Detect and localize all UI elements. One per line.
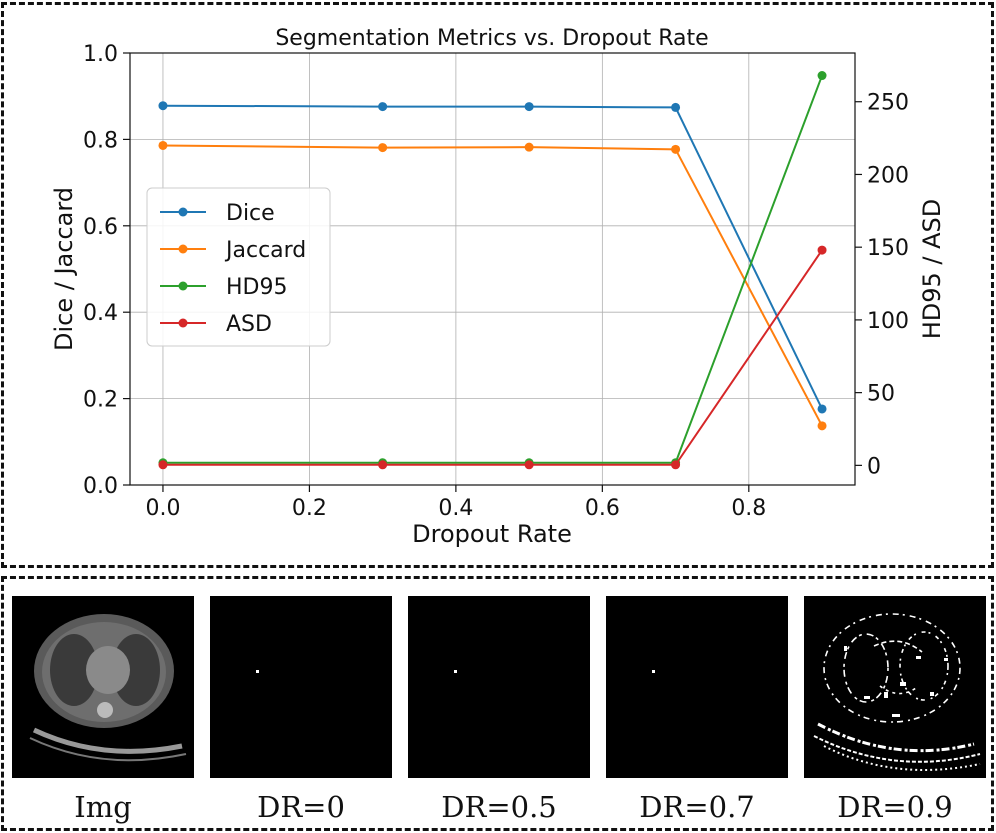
ct-image-thumbnail xyxy=(12,596,194,778)
data-point-asd xyxy=(158,460,168,470)
legend: Dice Jaccard HD95 ASD xyxy=(146,187,331,347)
legend-marker-hd95 xyxy=(178,281,188,291)
data-point-dice xyxy=(524,102,534,112)
series-lines xyxy=(158,71,827,470)
x-tick-label: 0.4 xyxy=(438,496,473,521)
y-tick-label: 0.0 xyxy=(83,474,118,499)
data-point-jaccard xyxy=(158,140,168,150)
data-point-dice xyxy=(817,404,827,414)
data-point-asd xyxy=(378,460,388,470)
legend-label-asd: ASD xyxy=(226,312,272,337)
data-point-dice xyxy=(378,102,388,112)
y2-tick-label: 200 xyxy=(867,163,909,188)
data-point-dice xyxy=(671,102,681,112)
data-point-hd95 xyxy=(817,71,827,81)
legend-marker-dice xyxy=(178,207,188,217)
y2-axis-label: HD95 / ASD xyxy=(918,199,946,340)
ct-right-lung xyxy=(112,634,160,706)
y-tick-label: 0.8 xyxy=(83,128,118,153)
ct-left-lung xyxy=(50,634,98,706)
legend-label-dice: Dice xyxy=(226,201,275,226)
legend-marker-asd xyxy=(178,318,188,328)
data-point-jaccard xyxy=(671,144,681,154)
ct-heart xyxy=(86,646,130,694)
noisy-mask-edges xyxy=(813,613,981,771)
y2-tick-label: 150 xyxy=(867,236,909,261)
legend-label-hd95: HD95 xyxy=(226,275,287,300)
axis-ticks: 0.0 0.2 0.4 0.6 0.8 0.0 0.2 0.4 0.6 0.8 1.0 0 50 100 1… xyxy=(83,42,909,521)
line-chart: 0.0 0.2 0.4 0.6 0.8 0.0 0.2 0.4 0.6 0.8 1.0 0 50 100 1… xyxy=(50,26,946,548)
y-tick-label: 0.2 xyxy=(83,388,118,413)
x-tick-label: 0.2 xyxy=(292,496,327,521)
mask-dot xyxy=(256,670,259,673)
legend-marker-jaccard xyxy=(178,244,188,254)
caption-img: Img xyxy=(74,790,132,824)
ct-table-curve-outer xyxy=(29,737,187,762)
y-tick-label: 0.6 xyxy=(83,215,118,240)
images-panel-border xyxy=(1,576,994,831)
y2-tick-label: 50 xyxy=(867,382,895,407)
mask-dot xyxy=(652,670,655,673)
x-tick-label: 0.6 xyxy=(585,496,620,521)
plot-area-frame xyxy=(129,52,856,486)
ct-table-curve xyxy=(32,727,183,754)
x-axis-label: Dropout Rate xyxy=(412,520,572,548)
y-tick-label: 0.4 xyxy=(83,301,118,326)
x-tick-label: 0.0 xyxy=(145,496,180,521)
data-point-dice xyxy=(158,101,168,111)
data-point-jaccard xyxy=(524,142,534,152)
ct-spine xyxy=(97,702,113,718)
y2-tick-label: 0 xyxy=(867,454,881,479)
caption-dr0: DR=0 xyxy=(257,790,345,824)
caption-dr05: DR=0.5 xyxy=(441,790,557,824)
data-point-asd xyxy=(524,460,534,470)
chart-title: Segmentation Metrics vs. Dropout Rate xyxy=(275,26,708,51)
legend-label-jaccard: Jaccard xyxy=(224,238,306,263)
y2-tick-label: 250 xyxy=(867,91,909,116)
y2-tick-label: 100 xyxy=(867,309,909,334)
segmentation-mask-dr05 xyxy=(408,596,590,778)
legend-box xyxy=(146,187,331,347)
data-point-jaccard xyxy=(378,143,388,153)
mask-dot xyxy=(454,670,457,673)
chart-panel-border xyxy=(1,2,994,568)
segmentation-mask-dr0 xyxy=(210,596,392,778)
noisy-mask-blobs xyxy=(844,646,948,717)
data-point-asd xyxy=(817,245,827,255)
caption-dr07: DR=0.7 xyxy=(639,790,755,824)
y-axis-label: Dice / Jaccard xyxy=(50,187,78,351)
data-point-jaccard xyxy=(817,421,827,431)
segmentation-mask-dr09 xyxy=(804,596,986,778)
data-point-asd xyxy=(671,460,681,470)
x-tick-label: 0.8 xyxy=(731,496,766,521)
caption-dr09: DR=0.9 xyxy=(837,790,953,824)
y-tick-label: 1.0 xyxy=(83,42,118,67)
segmentation-mask-dr07 xyxy=(606,596,788,778)
